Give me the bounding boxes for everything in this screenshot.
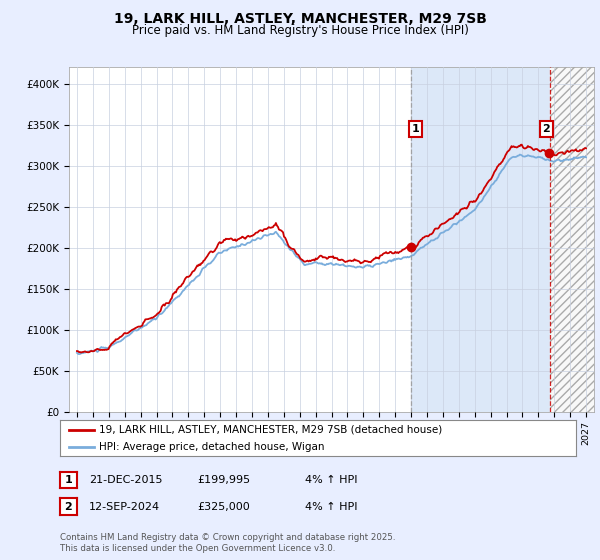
Text: £199,995: £199,995 [197, 475, 250, 485]
Bar [410, 67, 550, 412]
Text: 21-DEC-2015: 21-DEC-2015 [89, 475, 162, 485]
Bar [550, 67, 594, 412]
Text: 4% ↑ HPI: 4% ↑ HPI [305, 502, 358, 512]
Text: HPI: Average price, detached house, Wigan: HPI: Average price, detached house, Wiga… [98, 442, 324, 451]
Text: 19, LARK HILL, ASTLEY, MANCHESTER, M29 7SB: 19, LARK HILL, ASTLEY, MANCHESTER, M29 7… [113, 12, 487, 26]
Bar [550, 67, 594, 412]
Text: 2: 2 [542, 124, 550, 134]
Text: 12-SEP-2024: 12-SEP-2024 [89, 502, 160, 512]
Text: 1: 1 [412, 124, 419, 134]
Text: 19, LARK HILL, ASTLEY, MANCHESTER, M29 7SB (detached house): 19, LARK HILL, ASTLEY, MANCHESTER, M29 7… [98, 425, 442, 435]
Text: Price paid vs. HM Land Registry's House Price Index (HPI): Price paid vs. HM Land Registry's House … [131, 24, 469, 36]
Text: 4% ↑ HPI: 4% ↑ HPI [305, 475, 358, 485]
Text: 1: 1 [65, 475, 72, 485]
Text: £325,000: £325,000 [197, 502, 250, 512]
Text: Contains HM Land Registry data © Crown copyright and database right 2025.
This d: Contains HM Land Registry data © Crown c… [60, 533, 395, 553]
Text: 2: 2 [65, 502, 72, 512]
